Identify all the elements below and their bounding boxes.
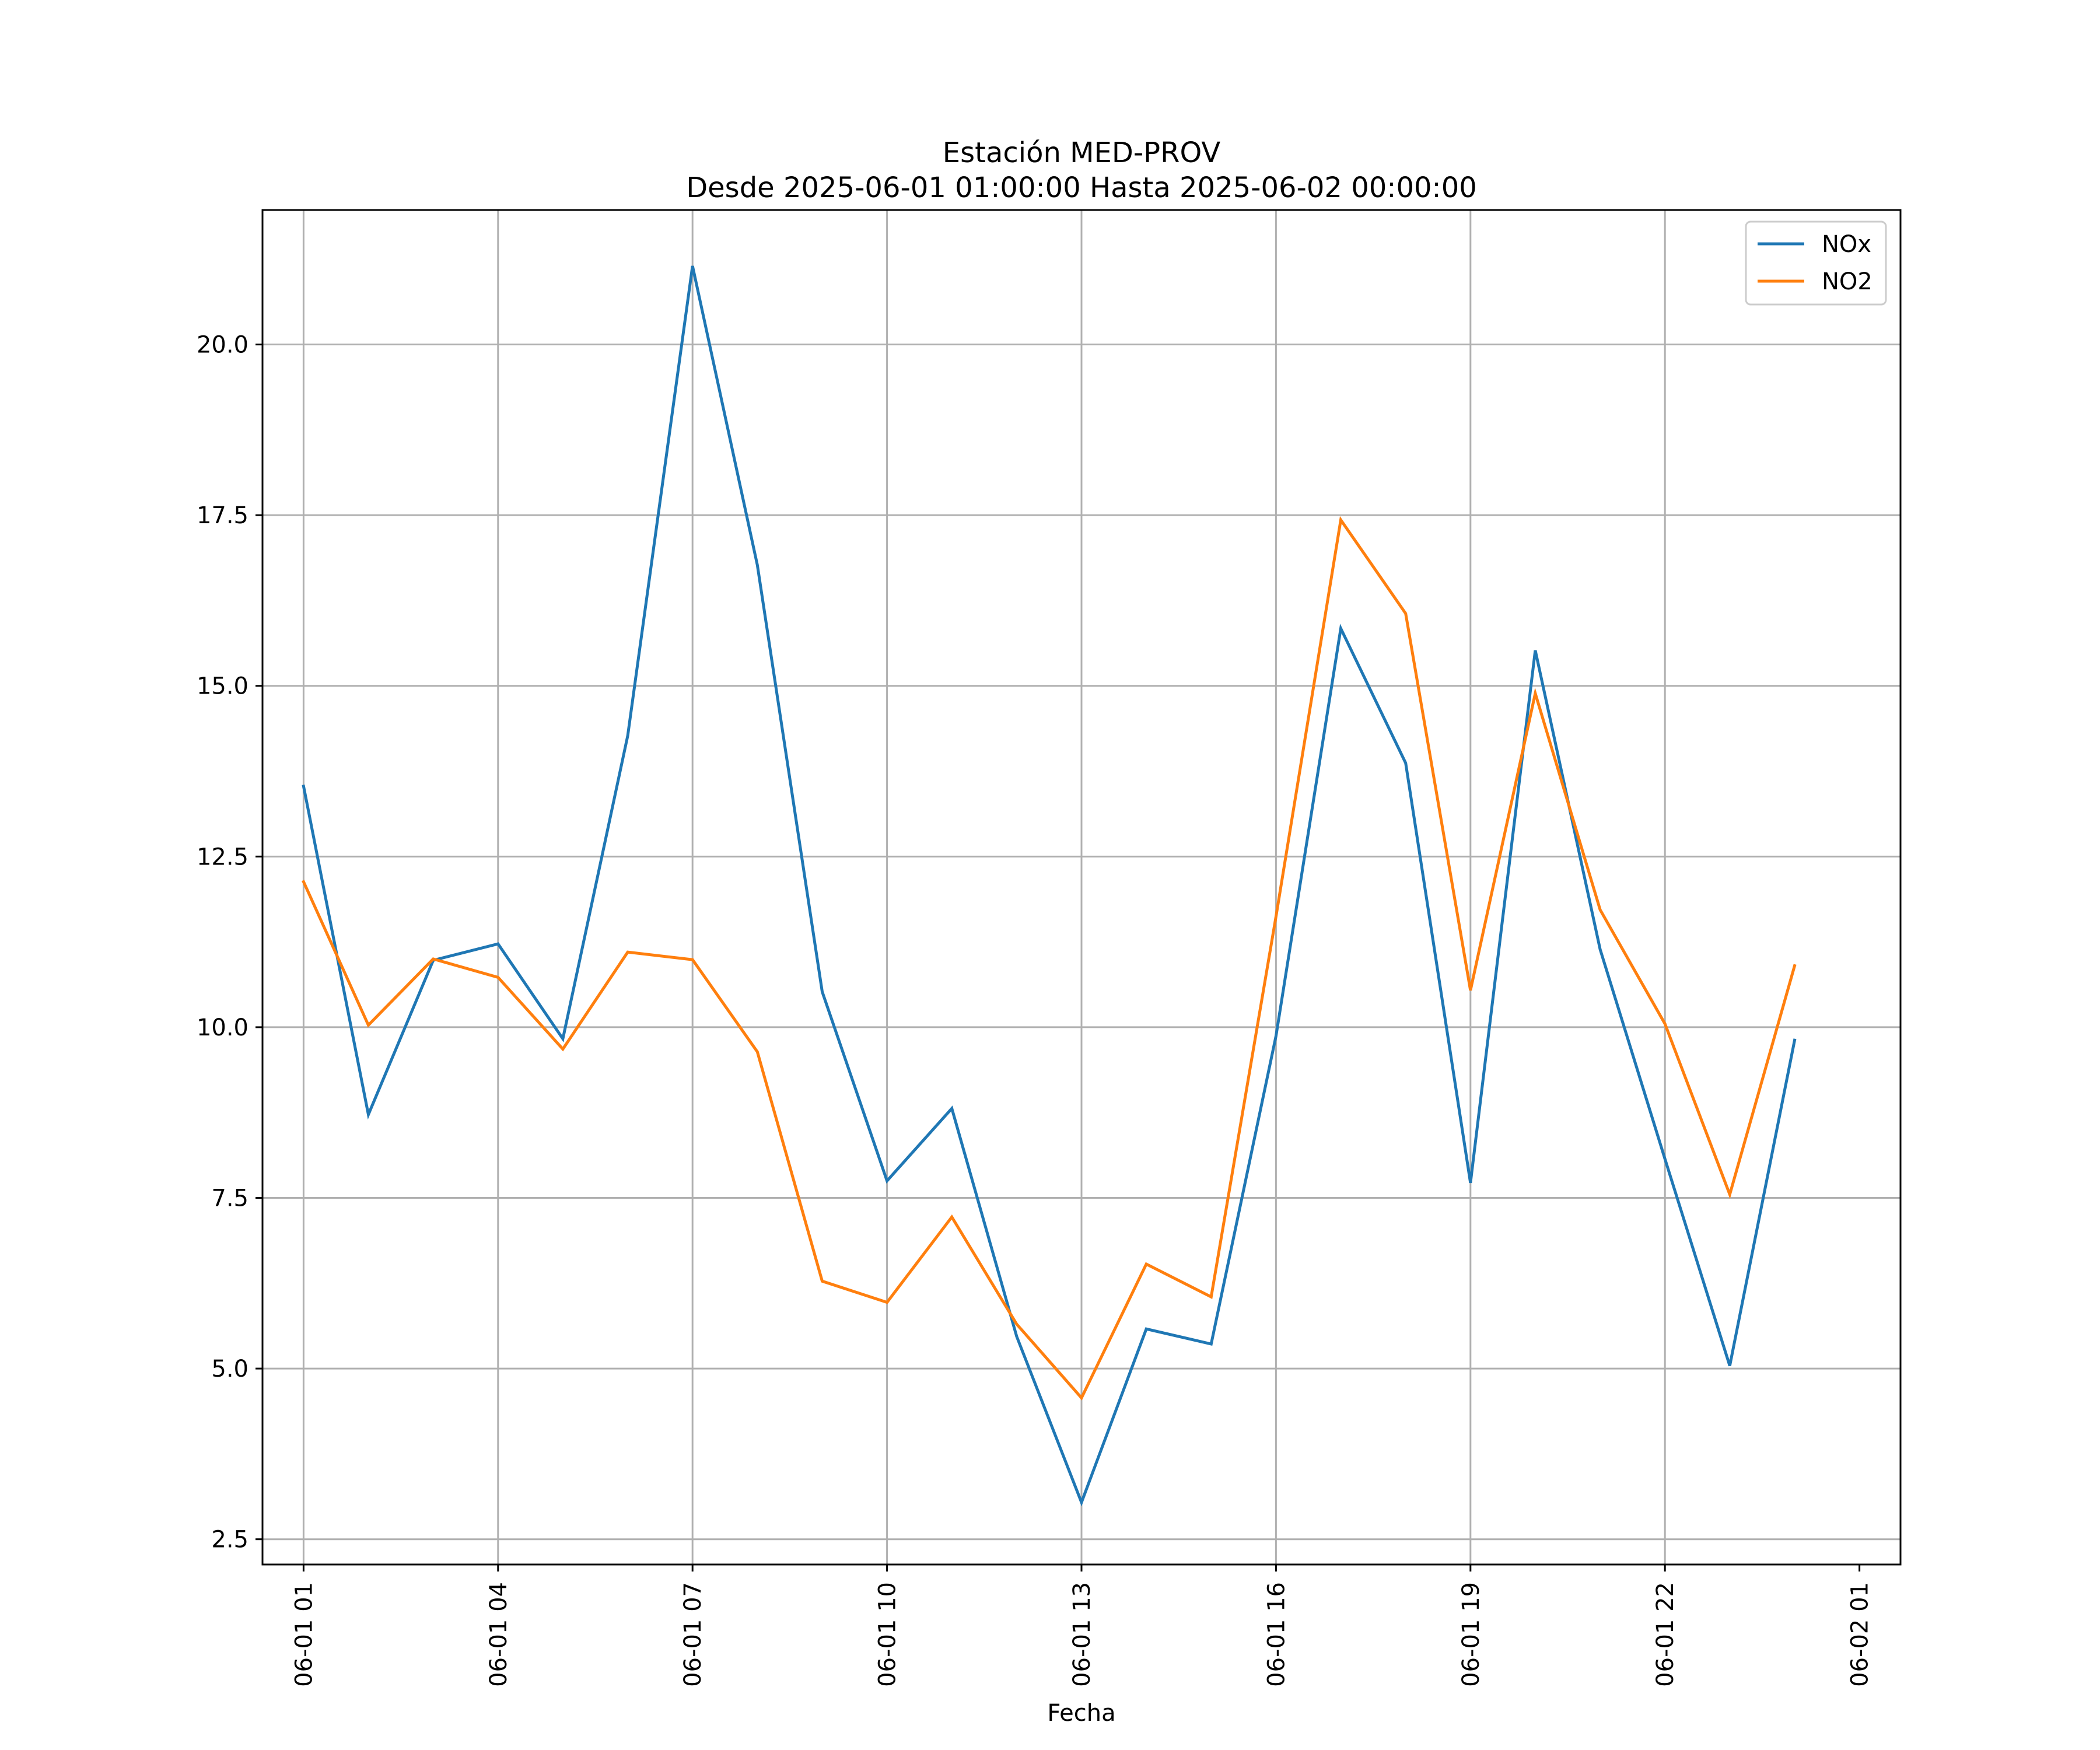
chart-subtitle: Desde 2025-06-01 01:00:00 Hasta 2025-06-… xyxy=(686,172,1477,204)
y-tick-label: 7.5 xyxy=(211,1185,249,1212)
x-tick-label: 06-01 16 xyxy=(1263,1582,1290,1687)
x-tick-label: 06-01 01 xyxy=(290,1582,317,1687)
x-tick-label: 06-02 01 xyxy=(1847,1582,1874,1687)
series-line-no2 xyxy=(302,516,1797,1401)
x-tick-label: 06-01 19 xyxy=(1458,1582,1485,1687)
y-axis-ticks: 2.5 5.0 7.5 10.0 12.5 15.0 17.5 20.0 xyxy=(197,332,262,1553)
x-tick-label: 06-01 13 xyxy=(1069,1582,1096,1687)
legend: NOx NO2 xyxy=(1745,220,1887,306)
legend-label-no2: NO2 xyxy=(1822,268,1873,295)
y-tick-label: 10.0 xyxy=(197,1014,249,1041)
grid-lines xyxy=(262,210,1901,1564)
y-tick-label: 20.0 xyxy=(197,332,249,359)
chart-title: Estación MED-PROV xyxy=(943,136,1221,169)
x-tick-label: 06-01 04 xyxy=(485,1582,512,1687)
x-tick-label: 06-01 22 xyxy=(1652,1582,1679,1687)
legend-label-nox: NOx xyxy=(1822,231,1871,258)
series-line-nox xyxy=(302,265,1797,1507)
x-tick-label: 06-01 10 xyxy=(874,1582,901,1687)
x-tick-label: 06-01 07 xyxy=(680,1582,706,1687)
y-tick-label: 12.5 xyxy=(197,844,249,870)
y-tick-label: 15.0 xyxy=(197,673,249,700)
y-tick-label: 5.0 xyxy=(211,1356,249,1382)
series-lines xyxy=(302,265,1797,1507)
x-axis-label: Fecha xyxy=(1047,1700,1115,1727)
x-axis-ticks: 06-01 01 06-01 04 06-01 07 06-01 10 06-01 13… xyxy=(290,1564,1874,1687)
y-tick-label: 17.5 xyxy=(197,502,249,529)
y-tick-label: 2.5 xyxy=(211,1527,249,1553)
